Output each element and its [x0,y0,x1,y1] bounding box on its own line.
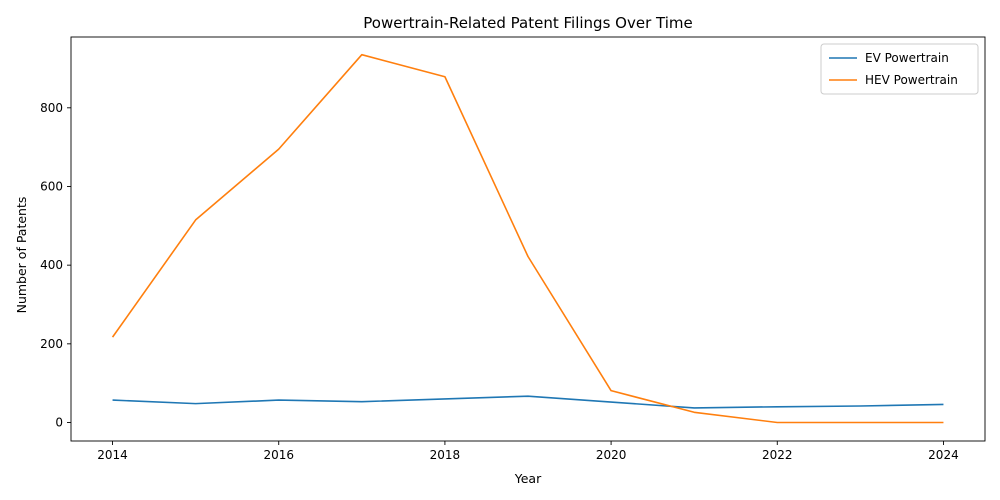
x-tick-label: 2024 [928,448,959,462]
legend-label: HEV Powertrain [865,73,958,87]
x-axis: 2014 2016 2018 2020 2022 2024 [97,441,958,462]
series-line-1 [113,396,944,408]
x-axis-label: Year [514,471,542,486]
series-line-2 [113,55,944,423]
chart-title: Powertrain-Related Patent Filings Over T… [363,14,692,32]
x-tick-label: 2016 [263,448,294,462]
plot-area [71,37,985,441]
x-tick-label: 2022 [762,448,793,462]
y-axis-label: Number of Patents [14,197,29,314]
y-tick-label: 800 [40,101,63,115]
x-tick-label: 2014 [97,448,128,462]
y-axis: 0 200 400 600 800 [40,101,71,430]
axes-frame [71,37,985,441]
y-tick-label: 200 [40,337,63,351]
x-tick-label: 2018 [430,448,461,462]
legend: EV Powertrain HEV Powertrain [821,44,978,94]
y-tick-label: 0 [55,416,63,430]
x-tick-label: 2020 [596,448,627,462]
legend-label: EV Powertrain [865,51,949,65]
y-tick-label: 400 [40,258,63,272]
y-tick-label: 600 [40,179,63,193]
